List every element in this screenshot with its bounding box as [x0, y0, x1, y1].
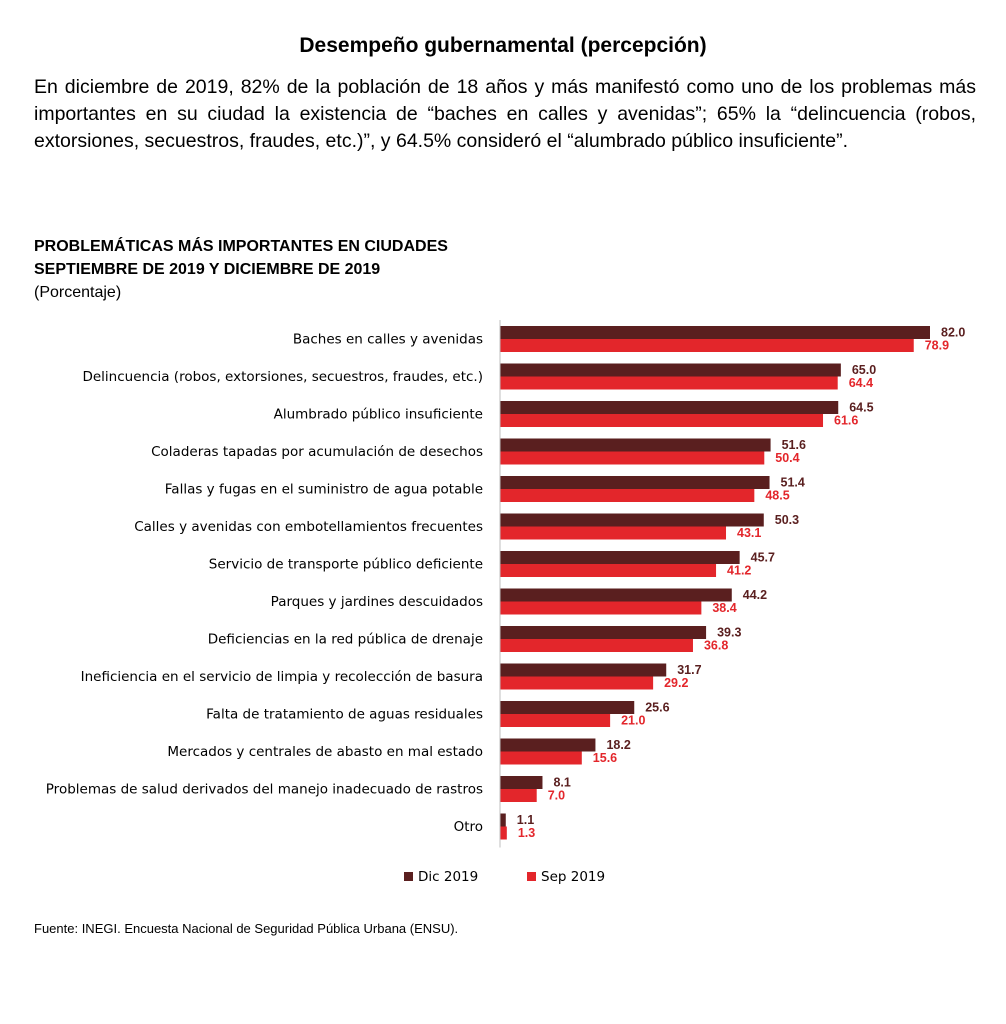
legend-label: Sep 2019 [541, 869, 605, 885]
data-label: 78.9 [925, 339, 949, 353]
bar-sep-2019 [500, 639, 693, 652]
chart-title: PROBLEMÁTICAS MÁS IMPORTANTES EN CIUDADE… [34, 238, 448, 255]
bar-dic-2019 [500, 438, 771, 452]
bar-sep-2019 [500, 564, 717, 577]
bar-dic-2019 [500, 701, 635, 714]
intro-paragraph: En diciembre de 2019, 82% de la població… [34, 76, 976, 152]
data-label: 31.7 [677, 663, 701, 677]
data-label: 1.3 [518, 826, 535, 840]
data-label: 25.6 [645, 701, 669, 715]
bar-sep-2019 [500, 789, 537, 802]
category-label: Problemas de salud derivados del manejo … [46, 782, 483, 798]
data-label: 21.0 [621, 714, 645, 728]
bar-sep-2019 [500, 676, 654, 690]
data-label: 38.4 [712, 601, 736, 615]
bar-dic-2019 [500, 663, 667, 677]
chart-subtitle: SEPTIEMBRE DE 2019 Y DICIEMBRE DE 2019 [34, 261, 381, 278]
category-label: Delincuencia (robos, extorsiones, secues… [82, 369, 483, 385]
page-heading: Desempeño gubernamental (percepción) [299, 34, 707, 57]
data-label: 7.0 [548, 789, 565, 803]
data-label: 43.1 [737, 526, 761, 540]
category-label: Fallas y fugas en el suministro de agua … [165, 482, 483, 498]
data-label: 45.7 [751, 551, 775, 565]
data-label: 65.0 [852, 363, 876, 377]
data-label: 50.4 [775, 451, 799, 465]
bar-sep-2019 [500, 526, 727, 540]
bar-dic-2019 [500, 401, 839, 414]
data-label: 15.6 [593, 751, 617, 765]
data-label: 39.3 [717, 626, 741, 640]
data-label: 64.5 [849, 401, 873, 415]
bar-sep-2019 [500, 376, 838, 390]
bar-dic-2019 [500, 326, 930, 339]
data-label: 36.8 [704, 639, 728, 653]
bar-dic-2019 [500, 363, 841, 377]
category-label: Ineficiencia en el servicio de limpia y … [81, 669, 483, 685]
data-label: 51.4 [781, 476, 805, 490]
bar-sep-2019 [500, 826, 507, 840]
bar-dic-2019 [500, 738, 596, 752]
data-label: 44.2 [743, 588, 767, 602]
legend-label: Dic 2019 [418, 869, 478, 885]
legend-swatch [404, 872, 413, 881]
category-label: Servicio de transporte público deficient… [209, 557, 483, 573]
category-label: Deficiencias en la red pública de drenaj… [208, 632, 483, 648]
category-label: Calles y avenidas con embotellamientos f… [134, 519, 483, 535]
bar-dic-2019 [500, 476, 770, 489]
data-label: 50.3 [775, 513, 799, 527]
bar-dic-2019 [500, 588, 732, 602]
category-label: Mercados y centrales de abasto en mal es… [167, 744, 483, 760]
legend-swatch [527, 872, 536, 881]
chart-unit: (Porcentaje) [34, 284, 122, 301]
bar-dic-2019 [500, 513, 764, 527]
category-label: Coladeras tapadas por acumulación de des… [151, 444, 483, 460]
data-label: 8.1 [553, 776, 570, 790]
data-label: 51.6 [782, 438, 806, 452]
data-label: 18.2 [606, 738, 630, 752]
category-label: Baches en calles y avenidas [293, 332, 483, 348]
data-label: 41.2 [727, 564, 751, 578]
bar-dic-2019 [500, 813, 506, 827]
bar-sep-2019 [500, 489, 755, 502]
category-label: Falta de tratamiento de aguas residuales [206, 707, 483, 723]
bar-sep-2019 [500, 751, 582, 765]
category-label: Otro [454, 819, 483, 835]
data-label: 82.0 [941, 326, 965, 340]
bar-sep-2019 [500, 451, 765, 465]
category-label: Alumbrado público insuficiente [274, 407, 483, 423]
source-note: Fuente: INEGI. Encuesta Nacional de Segu… [34, 921, 459, 936]
category-label: Parques y jardines descuidados [271, 594, 483, 610]
bar-sep-2019 [500, 339, 914, 352]
bar-sep-2019 [500, 601, 702, 615]
bar-sep-2019 [500, 714, 611, 727]
bar-dic-2019 [500, 776, 543, 789]
bar-sep-2019 [500, 414, 824, 427]
bar-dic-2019 [500, 626, 707, 639]
data-label: 61.6 [834, 414, 858, 428]
data-label: 64.4 [849, 376, 873, 390]
data-label: 29.2 [664, 676, 688, 690]
bar-dic-2019 [500, 551, 740, 564]
data-label: 48.5 [765, 489, 789, 503]
data-label: 1.1 [517, 813, 534, 827]
